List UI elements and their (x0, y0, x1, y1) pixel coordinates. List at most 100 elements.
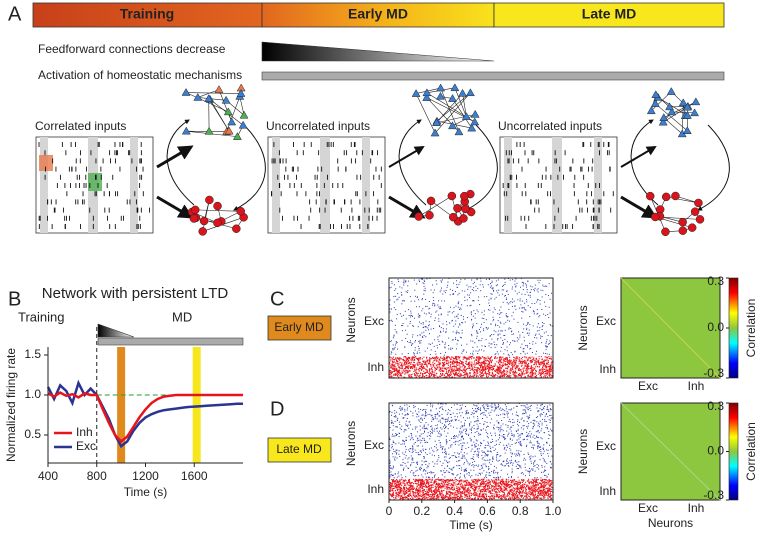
exc-spike (546, 442, 548, 444)
inh-spike (429, 372, 431, 374)
inh-spike (403, 359, 406, 361)
inh-spike (437, 367, 439, 369)
exc-spike (447, 420, 449, 422)
inh-spike (437, 364, 439, 366)
exc-spike (472, 340, 474, 342)
exc-spike (517, 428, 519, 430)
exc-spike (486, 328, 488, 330)
exc-spike (456, 465, 458, 467)
inh-spike (413, 365, 415, 367)
exc-spike (517, 414, 519, 416)
exc-spike (390, 286, 392, 288)
exc-spike (500, 463, 502, 465)
inh-spike (407, 368, 409, 370)
inh-spike (439, 368, 442, 370)
exc-spike (480, 331, 482, 333)
exc-spike (475, 474, 477, 476)
exc-spike (464, 321, 466, 323)
exc-spike (478, 448, 480, 450)
exc-spike (447, 409, 449, 411)
exc-spike (392, 422, 394, 424)
exc-spike (470, 469, 472, 471)
exc-neuron (450, 83, 460, 92)
exc-spike (416, 440, 418, 442)
inh-spike (465, 373, 467, 375)
exc-spike (470, 476, 472, 478)
inh-spike (457, 367, 459, 369)
exc-spike (489, 304, 491, 306)
exc-spike (470, 440, 472, 442)
inh-spike (475, 369, 477, 371)
inh-spike (450, 374, 452, 376)
inh-spike (514, 363, 516, 365)
exc-spike (496, 454, 498, 456)
exc-spike (464, 457, 466, 459)
exc-spike (534, 287, 536, 289)
exc-spike (419, 334, 421, 336)
inh-spike (496, 361, 498, 363)
inh-spike (459, 365, 461, 367)
recurrent-arrow (630, 119, 659, 206)
inh-spike (396, 360, 398, 363)
inh-spike (483, 363, 485, 365)
exc-spike (400, 443, 402, 445)
exc-spike (528, 423, 530, 425)
inh-spike (457, 362, 459, 364)
exc-spike (546, 427, 548, 429)
exc-spike (493, 410, 495, 412)
exc-spike (425, 336, 427, 338)
inh-spike (520, 370, 522, 372)
exc-spike (441, 428, 443, 430)
exc-spike (442, 403, 444, 405)
inh-spike (539, 374, 542, 376)
exc-spike (412, 449, 414, 451)
exc-spike (519, 336, 521, 338)
exc-spike (491, 293, 493, 295)
exc-spike (414, 340, 416, 342)
exc-spike (538, 423, 540, 425)
inh-spike (493, 375, 495, 377)
inh-spike (433, 365, 435, 367)
inh-spike (430, 357, 432, 359)
exc-spike (396, 476, 398, 478)
inh-spike (419, 376, 421, 378)
exc-spike (416, 351, 418, 353)
inh-spike (500, 361, 502, 363)
inh-spike (454, 374, 456, 376)
inh-spike (525, 357, 527, 359)
inh-spike (434, 480, 436, 482)
exc-spike (458, 301, 460, 303)
exc-spike (549, 323, 551, 325)
exc-spike (410, 410, 412, 412)
inh-spike (399, 487, 401, 489)
exc-spike (526, 301, 528, 303)
exc-spike (396, 313, 398, 315)
inh-spike (441, 357, 444, 359)
inh-spike (545, 356, 547, 358)
exc-spike (424, 473, 426, 475)
exc-spike (529, 456, 531, 458)
exc-spike (444, 428, 446, 430)
exc-spike (496, 477, 498, 479)
exc-spike (422, 445, 424, 447)
exc-spike (485, 431, 487, 433)
exc-spike (415, 306, 417, 308)
exc-spike (465, 470, 467, 472)
exc-spike (389, 410, 391, 412)
exc-spike (462, 417, 464, 419)
inh-spike (456, 364, 459, 366)
exc-spike (486, 454, 488, 456)
exc-spike (461, 467, 463, 469)
exc-spike (436, 450, 438, 452)
exc-spike (404, 457, 406, 459)
inh-spike (436, 360, 438, 362)
exc-spike (433, 303, 435, 305)
exc-spike (414, 347, 416, 349)
inh-spike (450, 361, 452, 363)
exc-spike (444, 476, 446, 478)
exc-spike (499, 321, 501, 323)
inh-spike (395, 374, 397, 376)
exc-spike (541, 328, 543, 330)
exc-spike (474, 408, 476, 410)
exc-spike (501, 289, 503, 291)
